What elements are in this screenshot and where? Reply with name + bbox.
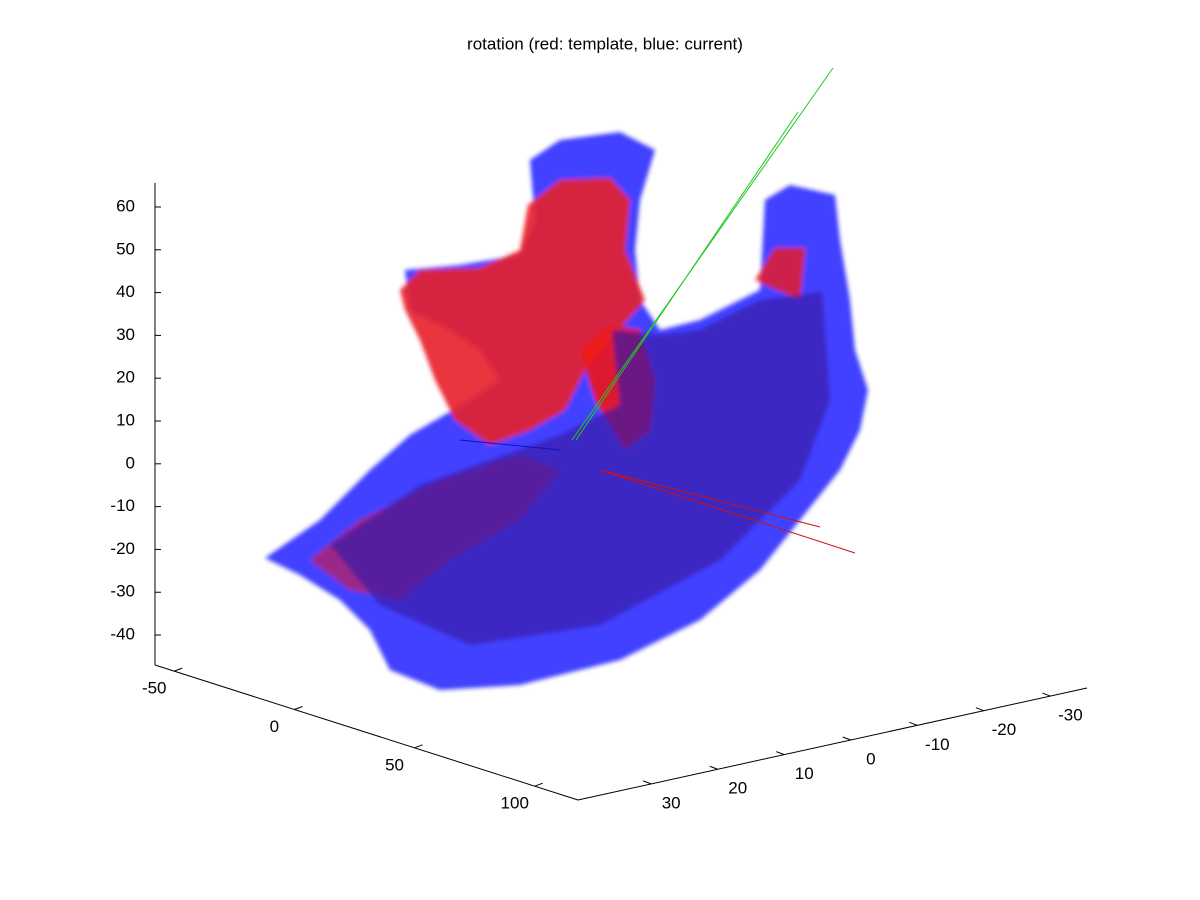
z-tick-label: -20	[110, 539, 135, 558]
blue-axis	[459, 439, 561, 451]
z-tick-label: 60	[116, 196, 135, 215]
x-tick	[534, 782, 543, 787]
template-condyle	[755, 248, 805, 300]
x-tick-label: 100	[501, 794, 529, 813]
x-axis-line	[154, 664, 579, 801]
y-tick	[842, 736, 851, 741]
x-tick	[294, 706, 303, 710]
y-tick	[975, 707, 985, 712]
x-tick	[414, 744, 423, 749]
y-tick-label: 0	[866, 749, 875, 768]
z-tick-label: 40	[116, 282, 135, 301]
red-axis	[599, 469, 856, 554]
z-tick-label: 20	[116, 368, 135, 387]
y-tick	[776, 751, 785, 756]
z-tick-label: 10	[116, 410, 135, 429]
x-tick-label: 50	[385, 755, 404, 774]
chart-title: rotation (red: template, blue: current)	[467, 34, 743, 53]
green-axis	[571, 67, 834, 441]
z-tick-label: -40	[110, 625, 135, 644]
y-tick-label: 20	[728, 779, 747, 798]
overlap	[330, 292, 830, 645]
y-tick-label: -10	[925, 735, 950, 754]
y-tick	[709, 765, 718, 770]
frame-axes	[459, 67, 856, 554]
y-axis-line	[577, 687, 1088, 801]
template-surface	[400, 178, 645, 445]
y-tick	[643, 780, 652, 785]
surface	[265, 132, 868, 690]
z-tick-label: 50	[116, 239, 135, 258]
y-tick-label: -20	[992, 720, 1017, 739]
x-tick-label: -50	[142, 679, 167, 698]
z-tick-label: 0	[126, 453, 135, 472]
y-tick-label: -30	[1058, 706, 1083, 725]
x-tick	[174, 667, 183, 672]
y-tick	[909, 721, 918, 726]
z-tick-label: -10	[110, 496, 135, 515]
x-tick-label: 0	[270, 717, 279, 736]
green-axis	[575, 111, 799, 441]
y-tick-label: 30	[662, 793, 681, 812]
y-tick-label: 10	[795, 764, 814, 783]
z-tick-label: -30	[110, 582, 135, 601]
red-axis	[599, 469, 821, 528]
y-tick	[1042, 692, 1051, 697]
z-tick-label: 30	[116, 325, 135, 344]
